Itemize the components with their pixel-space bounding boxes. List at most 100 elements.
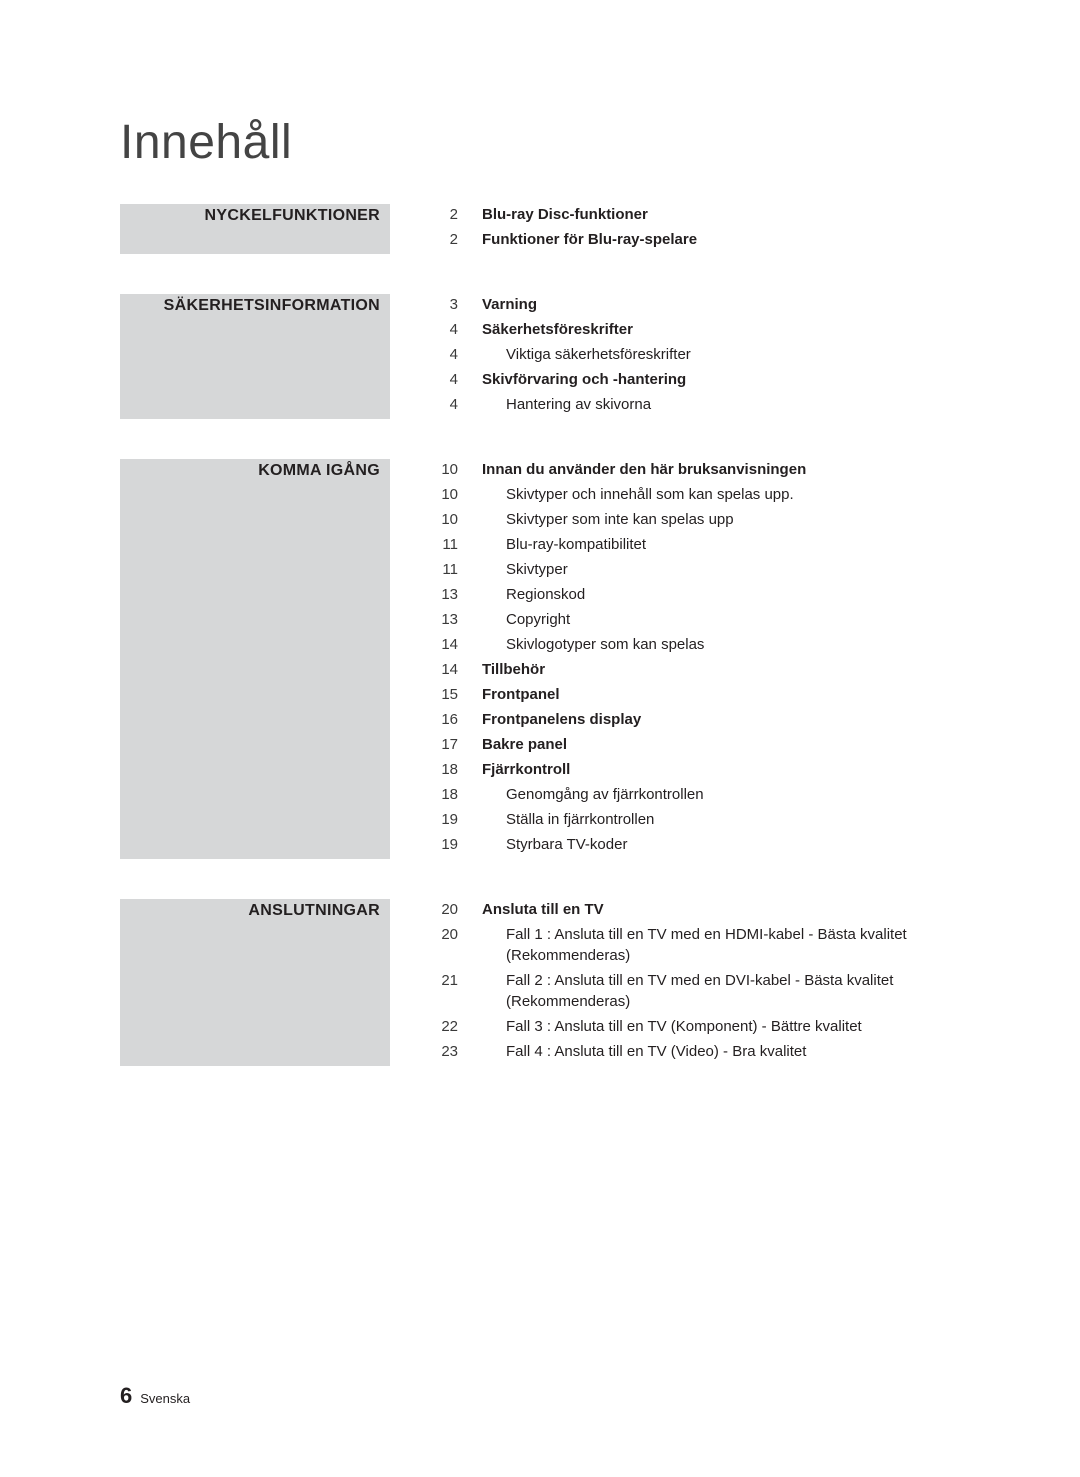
toc-entry-page: 11 (430, 534, 458, 555)
toc-entry-text: Hantering av skivorna (458, 394, 651, 415)
footer-language: Svenska (140, 1391, 190, 1406)
toc-entry-text: Skivförvaring och -hantering (458, 369, 686, 390)
toc-entry: 14Skivlogotyper som kan spelas (430, 634, 960, 655)
toc-entry-text: Fall 1 : Ansluta till en TV med en HDMI-… (458, 924, 960, 966)
toc-entry: 11Blu-ray-kompatibilitet (430, 534, 960, 555)
section-heading-column: SÄKERHETSINFORMATION (120, 294, 390, 419)
toc-entry: 22Fall 3 : Ansluta till en TV (Komponent… (430, 1016, 960, 1037)
toc-section: KOMMA IGÅNG10Innan du använder den här b… (120, 459, 960, 859)
toc-entry-page: 18 (430, 784, 458, 805)
toc-entry: 20Fall 1 : Ansluta till en TV med en HDM… (430, 924, 960, 966)
toc-entry: 16Frontpanelens display (430, 709, 960, 730)
page-title: Innehåll (120, 115, 960, 170)
toc-entry: 14Tillbehör (430, 659, 960, 680)
section-heading-column: KOMMA IGÅNG (120, 459, 390, 859)
toc-entry-text: Viktiga säkerhetsföreskrifter (458, 344, 691, 365)
toc-entry-text: Bakre panel (458, 734, 567, 755)
toc-entry-page: 4 (430, 319, 458, 340)
section-heading-column: NYCKELFUNKTIONER (120, 204, 390, 254)
toc-entry-page: 2 (430, 229, 458, 250)
toc-entry-text: Regionskod (458, 584, 585, 605)
section-heading: SÄKERHETSINFORMATION (120, 294, 390, 322)
page-footer: 6 Svenska (120, 1383, 190, 1409)
toc-entry-page: 18 (430, 759, 458, 780)
section-heading-column: ANSLUTNINGAR (120, 899, 390, 1066)
toc-entry-page: 4 (430, 369, 458, 390)
toc-entry: 10Skivtyper och innehåll som kan spelas … (430, 484, 960, 505)
toc-entry-page: 2 (430, 204, 458, 225)
toc-entry: 18Fjärrkontroll (430, 759, 960, 780)
toc-entry-page: 20 (430, 899, 458, 920)
toc-section: SÄKERHETSINFORMATION 3Varning 4Säkerhetsfö… (120, 294, 960, 419)
toc-entry-page: 21 (430, 970, 458, 991)
toc-entry: 10Innan du använder den här bruksanvisni… (430, 459, 960, 480)
toc-entry-page: 23 (430, 1041, 458, 1062)
toc-entry: 4Hantering av skivorna (430, 394, 960, 415)
toc-entry: 17Bakre panel (430, 734, 960, 755)
toc-entry-text: Fall 4 : Ansluta till en TV (Video) - Br… (458, 1041, 806, 1062)
toc-entry-text: Skivtyper som inte kan spelas upp (458, 509, 734, 530)
toc-entry-text: Blu-ray Disc-funktioner (458, 204, 648, 225)
toc-section: ANSLUTNINGAR20Ansluta till en TV20Fall 1… (120, 899, 960, 1066)
toc-entry-text: Tillbehör (458, 659, 545, 680)
toc-entry-page: 13 (430, 609, 458, 630)
toc-entry-text: Frontpanel (458, 684, 560, 705)
toc-entry: 11Skivtyper (430, 559, 960, 580)
toc-entry-text: Ansluta till en TV (458, 899, 604, 920)
toc-entry-page: 13 (430, 584, 458, 605)
toc-entry: 13Copyright (430, 609, 960, 630)
toc-entry: 19Styrbara TV-koder (430, 834, 960, 855)
toc-entry-text: Fall 3 : Ansluta till en TV (Komponent) … (458, 1016, 862, 1037)
toc-entry-page: 17 (430, 734, 458, 755)
toc-entry: 20Ansluta till en TV (430, 899, 960, 920)
toc-entry: 13Regionskod (430, 584, 960, 605)
toc-entry: 23Fall 4 : Ansluta till en TV (Video) - … (430, 1041, 960, 1062)
toc-entry: 4Skivförvaring och -hantering (430, 369, 960, 390)
toc-entry-text: Copyright (458, 609, 570, 630)
toc-entry: 4Viktiga säkerhetsföreskrifter (430, 344, 960, 365)
toc-entry-text: Skivtyper (458, 559, 568, 580)
toc-entry-page: 3 (430, 294, 458, 315)
toc-entry: 10Skivtyper som inte kan spelas upp (430, 509, 960, 530)
toc-entry-text: Blu-ray-kompatibilitet (458, 534, 646, 555)
toc-entry-page: 4 (430, 344, 458, 365)
footer-page-number: 6 (120, 1383, 132, 1409)
toc-entry-page: 20 (430, 924, 458, 945)
toc-entry-page: 10 (430, 484, 458, 505)
section-heading: NYCKELFUNKTIONER (120, 204, 390, 232)
toc-entry: 19Ställa in fjärrkontrollen (430, 809, 960, 830)
section-entries: 2Blu-ray Disc-funktioner2Funktioner för … (390, 204, 960, 254)
page: Innehåll NYCKELFUNKTIONER2Blu-ray Disc-f… (0, 0, 1080, 1477)
toc-entry-text: Styrbara TV-koder (458, 834, 627, 855)
toc-entry-text: Ställa in fjärrkontrollen (458, 809, 654, 830)
toc-entry-page: 4 (430, 394, 458, 415)
toc-entry-page: 10 (430, 509, 458, 530)
toc-entry: 15Frontpanel (430, 684, 960, 705)
toc-entry-text: Fall 2 : Ansluta till en TV med en DVI-k… (458, 970, 960, 1012)
toc-entry-page: 11 (430, 559, 458, 580)
toc-entry-text: Fjärrkontroll (458, 759, 570, 780)
toc-entry-text: Frontpanelens display (458, 709, 641, 730)
toc-entry-page: 14 (430, 659, 458, 680)
toc-entry-page: 19 (430, 809, 458, 830)
toc-entry: 21Fall 2 : Ansluta till en TV med en DVI… (430, 970, 960, 1012)
toc-entry-text: Skivtyper och innehåll som kan spelas up… (458, 484, 794, 505)
toc-entry-page: 10 (430, 459, 458, 480)
toc-entry: 18Genomgång av fjärrkontrollen (430, 784, 960, 805)
toc-entry: 3Varning (430, 294, 960, 315)
toc-entry-page: 19 (430, 834, 458, 855)
section-entries: 20Ansluta till en TV20Fall 1 : Ansluta t… (390, 899, 960, 1066)
toc-entry-page: 15 (430, 684, 458, 705)
toc-entry-text: Skivlogotyper som kan spelas (458, 634, 704, 655)
section-heading: KOMMA IGÅNG (120, 459, 390, 487)
toc-entry-text: Innan du använder den här bruksanvisning… (458, 459, 806, 480)
toc-sections: NYCKELFUNKTIONER2Blu-ray Disc-funktioner… (120, 204, 960, 1066)
toc-entry-text: Funktioner för Blu-ray-spelare (458, 229, 697, 250)
section-entries: 10Innan du använder den här bruksanvisni… (390, 459, 960, 859)
toc-entry-page: 14 (430, 634, 458, 655)
toc-section: NYCKELFUNKTIONER2Blu-ray Disc-funktioner… (120, 204, 960, 254)
toc-entry-page: 16 (430, 709, 458, 730)
toc-entry: 2Funktioner för Blu-ray-spelare (430, 229, 960, 250)
toc-entry-page: 22 (430, 1016, 458, 1037)
toc-entry: 4Säkerhetsföreskrifter (430, 319, 960, 340)
